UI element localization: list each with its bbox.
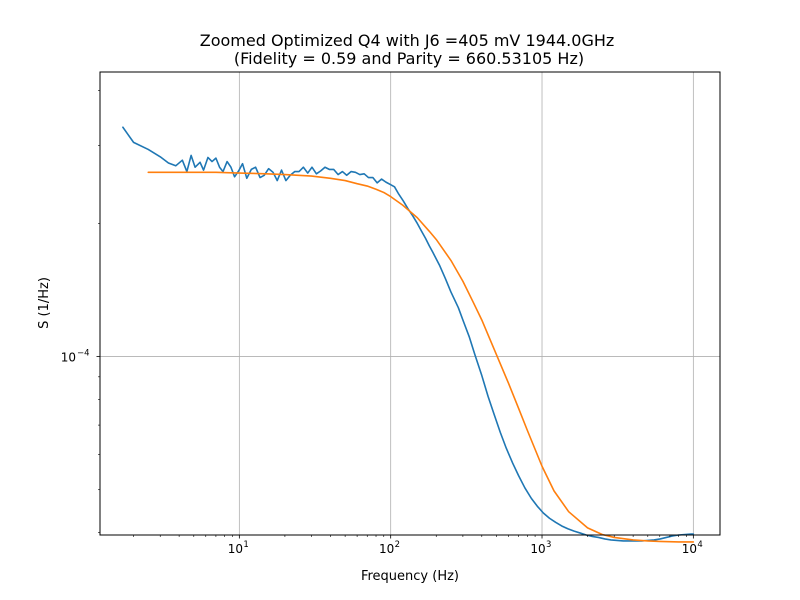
x-tick-exponent: 2 [395,540,400,550]
x-tick-label: 10 [379,542,394,556]
y-axis-label: S (1/Hz) [37,277,52,329]
plot-frame [99,71,721,536]
y-tick-label: 10 [61,351,76,365]
x-tick-exponent: 1 [243,540,248,550]
x-tick-label: 10 [228,542,243,556]
chart-subtitle: (Fidelity = 0.59 and Parity = 660.53105 … [234,49,584,68]
y-tick-exponent: −4 [77,349,90,359]
x-axis-label: Frequency (Hz) [361,569,459,584]
chart-title: Zoomed Optimized Q4 with J6 =405 mV 1944… [200,31,615,50]
x-tick-label: 10 [682,542,697,556]
x-tick-label: 10 [530,542,545,556]
fit-curve-line [147,171,695,543]
grid-lines [100,72,720,535]
axis-ticks: 10 1 10 2 10 3 10 410 −4 [61,90,703,556]
x-tick-exponent: 4 [697,540,702,550]
x-tick-exponent: 3 [546,540,551,550]
